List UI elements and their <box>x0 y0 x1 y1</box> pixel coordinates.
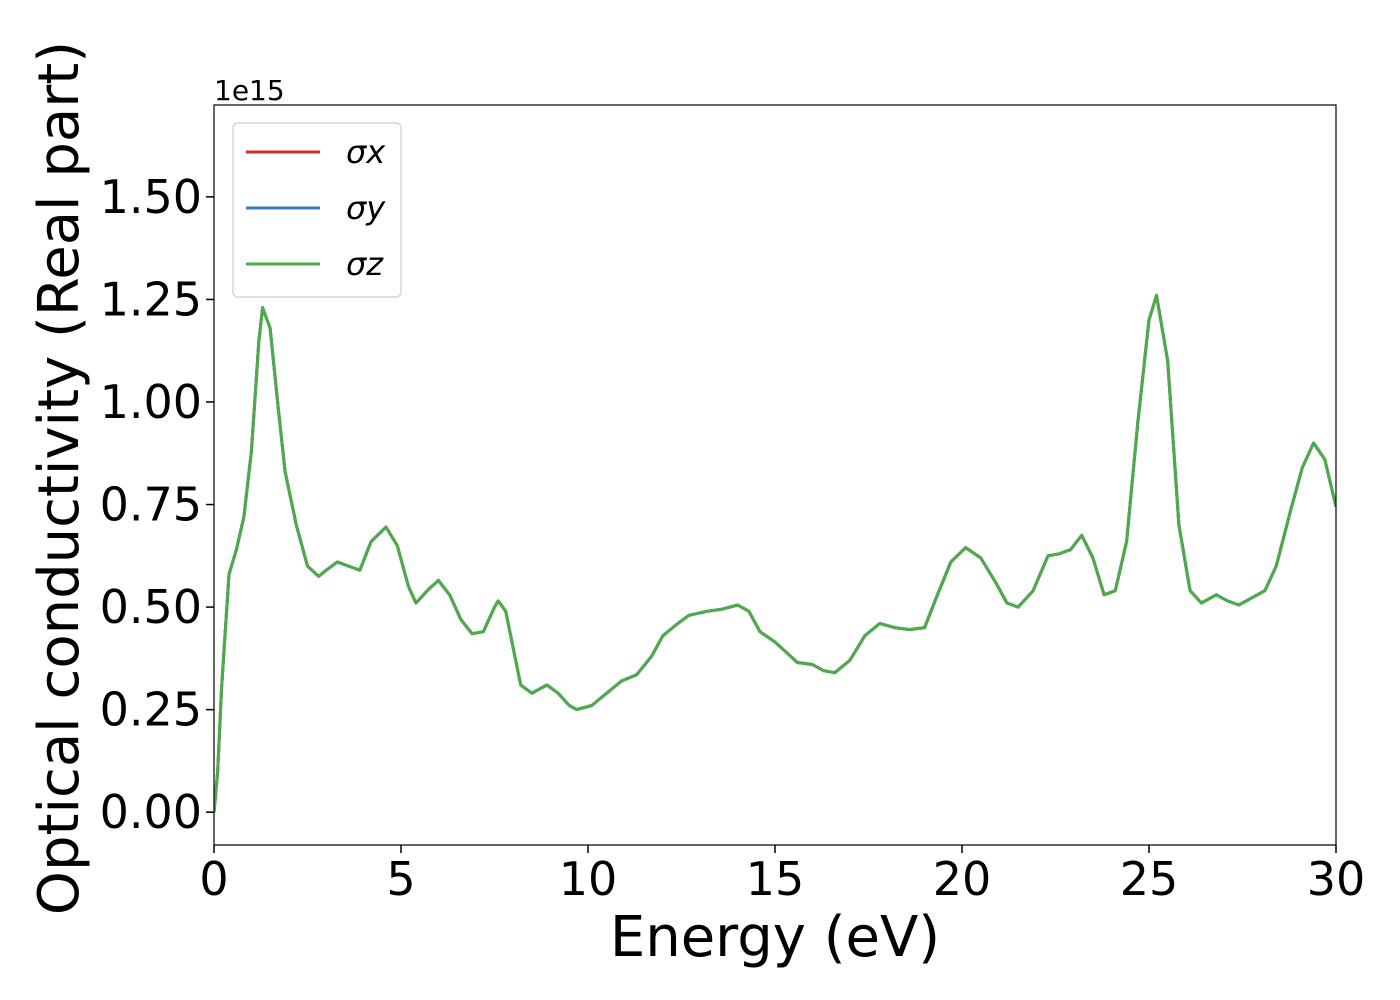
x-tick-label: 10 <box>559 852 618 906</box>
y-tick-label: 0.25 <box>100 683 202 737</box>
plot-frame <box>213 104 1337 846</box>
y-tick-label: 1.25 <box>100 272 202 326</box>
y-tick-label: 0.75 <box>100 478 202 532</box>
x-axis-label: Energy (eV) <box>610 905 940 970</box>
y-tick-label: 0.00 <box>100 785 202 839</box>
series-line <box>214 293 1336 813</box>
x-tick-label: 0 <box>199 852 228 906</box>
x-tick-label: 15 <box>746 852 805 906</box>
x-tick-label: 20 <box>933 852 992 906</box>
legend-box <box>232 122 402 298</box>
x-tick-label: 5 <box>386 852 415 906</box>
y-offset-label: 1e15 <box>214 74 285 107</box>
legend-label: σy <box>346 189 386 227</box>
legend-label: σx <box>346 133 386 171</box>
y-tick-label: 1.00 <box>100 375 202 429</box>
y-axis-label: Optical conductivity (Real part) <box>27 41 92 915</box>
legend-label: σz <box>346 245 384 283</box>
y-tick-label: 1.50 <box>100 170 202 224</box>
x-tick-label: 25 <box>1120 852 1179 906</box>
x-tick-label: 30 <box>1307 852 1366 906</box>
y-tick-label: 0.50 <box>100 580 202 634</box>
